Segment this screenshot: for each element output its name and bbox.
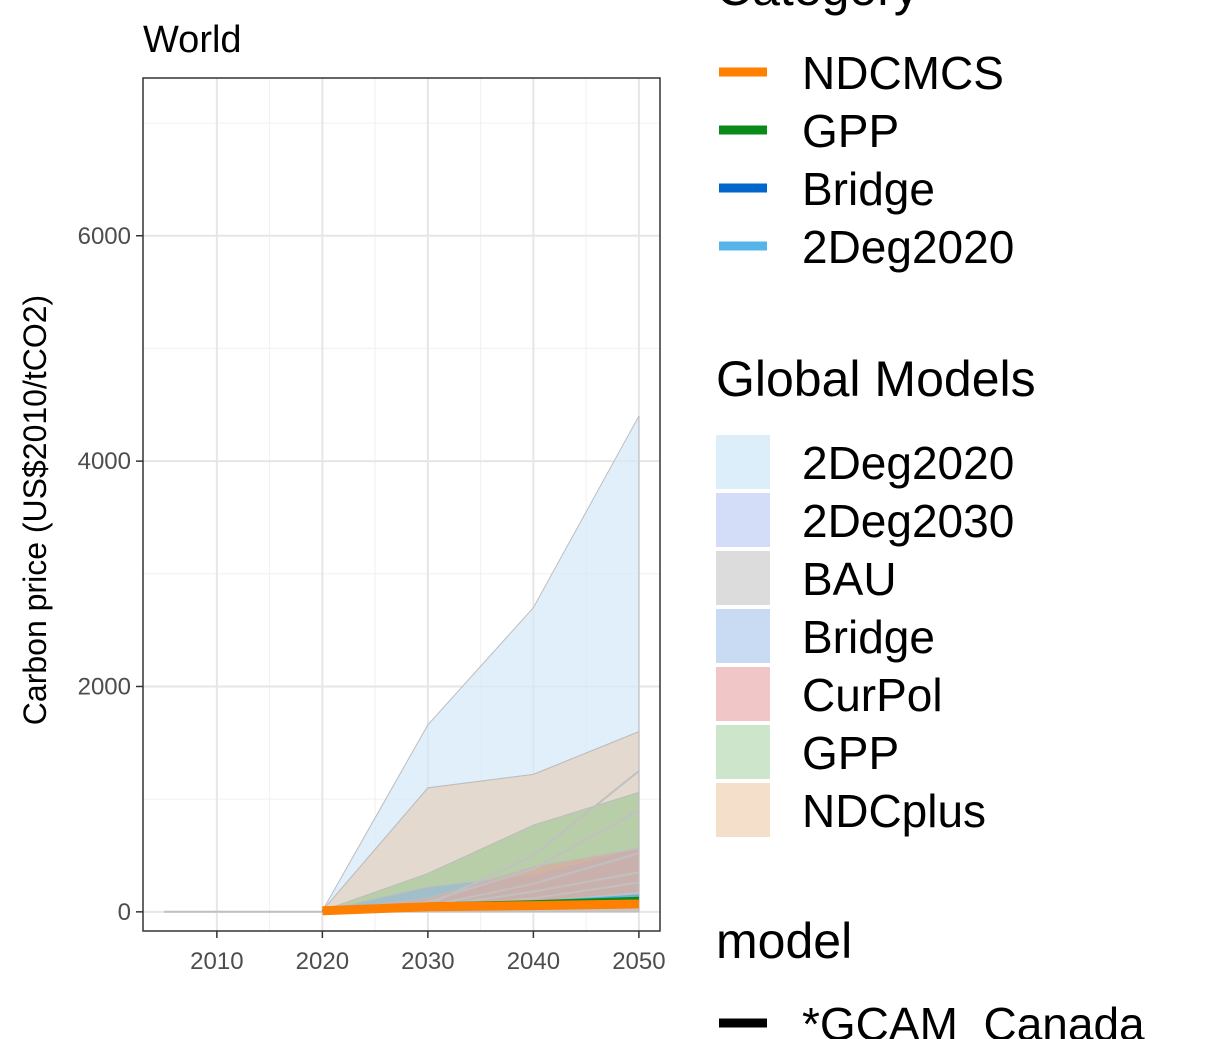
legend-global-models-key [716, 725, 770, 779]
legend-category: Category NDCMCS GPP Bridge 2Deg2020 [716, 0, 1014, 273]
legend-model: model *GCAM_Canada [716, 913, 1145, 1039]
scenario-ribbons [321, 415, 640, 913]
legend-category-title: Category [716, 0, 919, 16]
legend-global-models-key-label: CurPol [802, 669, 943, 721]
legend-global-models-key [716, 493, 770, 547]
legend-global-models-key [716, 667, 770, 721]
legend-global-models-key-label: 2Deg2030 [802, 495, 1014, 547]
x-tick-label: 2050 [612, 948, 665, 975]
legend-global-models-key-label: GPP [802, 727, 899, 779]
y-tick-label: 2000 [78, 673, 131, 700]
legend-global-models-key [716, 609, 770, 663]
legend-global-models-key [716, 551, 770, 605]
y-axis: 0 2000 4000 6000 [78, 223, 143, 926]
plot-border [142, 77, 661, 932]
legend-global-models-key [716, 783, 770, 837]
legend-category-key-label: GPP [802, 105, 899, 157]
legend-model-key-label: *GCAM_Canada [802, 998, 1145, 1039]
x-tick-label: 2040 [507, 948, 560, 975]
y-tick-label: 6000 [78, 223, 131, 250]
y-tick-label: 0 [118, 899, 131, 926]
panel-title: World [143, 19, 242, 61]
x-tick-label: 2020 [296, 948, 349, 975]
legend-global-models-key-label: BAU [802, 553, 897, 605]
y-axis-title: Carbon price (US$2010/tCO2) [17, 295, 53, 725]
y-tick-label: 4000 [78, 448, 131, 475]
x-axis: 2010 2020 2030 2040 2050 [190, 931, 666, 975]
legend-category-key-label: 2Deg2020 [802, 221, 1014, 273]
legend-global-models-key-label: 2Deg2020 [802, 437, 1014, 489]
legend-global-models-title: Global Models [716, 351, 1036, 407]
legend-category-key-label: Bridge [802, 163, 935, 215]
x-tick-label: 2030 [401, 948, 454, 975]
plot-panel [142, 77, 661, 932]
x-tick-label: 2010 [190, 948, 243, 975]
legend-global-models-key-label: Bridge [802, 611, 935, 663]
legend-global-models: Global Models 2Deg2020 2Deg2030 BAU Bridge C… [716, 351, 1036, 837]
legend-category-key-label: NDCMCS [802, 47, 1004, 99]
legend-model-title: model [716, 913, 852, 969]
category-lines [322, 894, 639, 916]
legend-global-models-key-label: NDCplus [802, 785, 986, 837]
series-line-ndcmcs [322, 899, 639, 916]
legend-global-models-key [716, 435, 770, 489]
